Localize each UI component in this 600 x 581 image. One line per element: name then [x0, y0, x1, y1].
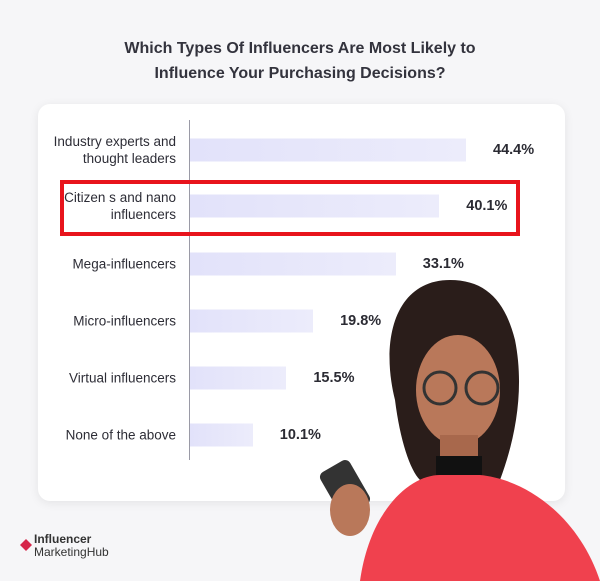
logo-line2: MarketingHub — [34, 545, 109, 559]
value-label: 40.1% — [466, 198, 508, 214]
bar — [190, 366, 287, 390]
category-label: Virtual influencers — [68, 370, 176, 386]
value-label: 19.8% — [340, 313, 382, 329]
value-label: 10.1% — [279, 427, 321, 443]
category-label: None of the above — [65, 427, 176, 443]
bar — [190, 138, 466, 162]
category-label: Mega-influencers — [72, 256, 176, 272]
highlight-box — [60, 180, 520, 236]
bar — [190, 423, 253, 447]
value-label: 44.4% — [493, 142, 535, 158]
person-illustration — [319, 280, 600, 581]
bar — [190, 309, 314, 333]
logo-icon — [20, 539, 32, 551]
bar — [190, 194, 440, 218]
category-label: Micro-influencers — [73, 313, 176, 329]
category-label: Citizen s and nano influencers — [64, 190, 176, 222]
value-label: 15.5% — [313, 370, 355, 386]
bar — [190, 252, 396, 276]
chart-title: Which Types Of Influencers Are Most Like… — [124, 40, 476, 82]
value-label: 33.1% — [422, 256, 464, 272]
logo: Influencer MarketingHub — [20, 533, 109, 559]
logo-line1: Influencer — [34, 532, 92, 546]
axis-line — [189, 120, 190, 460]
category-label: Industry experts and thought leaders — [53, 134, 176, 166]
